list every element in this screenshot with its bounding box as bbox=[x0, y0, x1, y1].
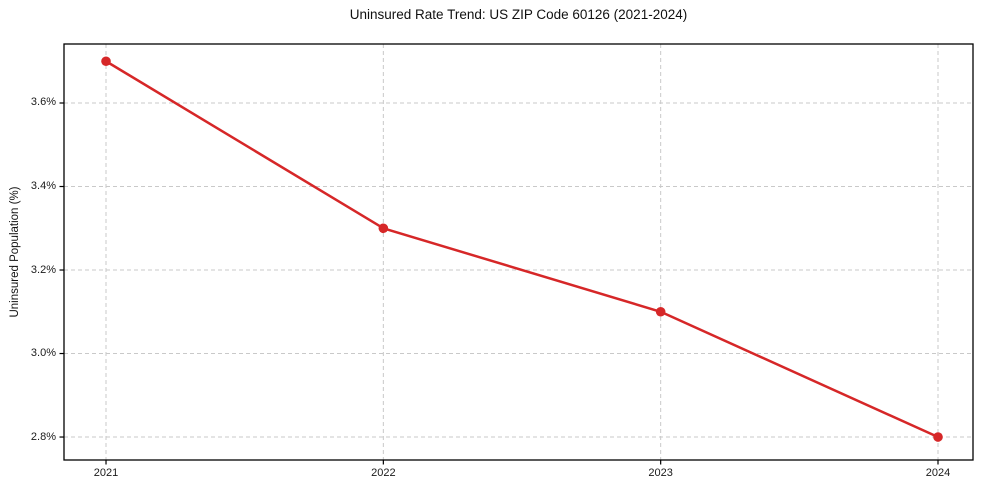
chart-title: Uninsured Rate Trend: US ZIP Code 60126 … bbox=[349, 7, 688, 22]
y-tick-label: 3.2% bbox=[30, 263, 56, 276]
x-tick-label: 2022 bbox=[371, 467, 396, 479]
data-point-marker bbox=[655, 306, 666, 317]
plot-border bbox=[63, 43, 974, 461]
trend-line bbox=[104, 59, 940, 439]
data-point-marker bbox=[378, 223, 389, 234]
y-tick-label: 3.4% bbox=[30, 180, 56, 192]
data-point-marker bbox=[933, 432, 943, 442]
x-tick-label: 2024 bbox=[925, 467, 951, 479]
y-tick-label: 3.0% bbox=[30, 347, 56, 360]
x-tick-label: 2021 bbox=[93, 467, 119, 479]
data-point-marker bbox=[101, 56, 111, 67]
x-tick-label: 2023 bbox=[648, 467, 673, 479]
y-tick-label: 2.8% bbox=[30, 430, 56, 443]
y-tick-label: 3.6% bbox=[30, 96, 56, 109]
